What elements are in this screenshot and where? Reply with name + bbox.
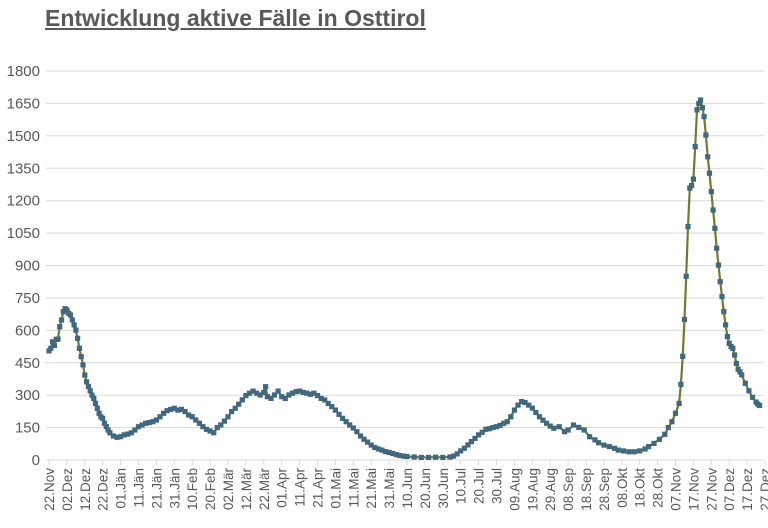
- svg-text:31.Jän: 31.Jän: [167, 468, 182, 509]
- svg-text:28.Okt: 28.Okt: [651, 468, 666, 508]
- svg-text:10.Feb: 10.Feb: [185, 468, 200, 510]
- y-axis-labels: 0 150 300 450 600 750 900 1050 1200 1350 1500 1650 1…: [7, 63, 40, 469]
- svg-text:31.Mai: 31.Mai: [382, 468, 397, 509]
- svg-text:22.Nov: 22.Nov: [42, 468, 57, 511]
- x-axis-labels: 22.Nov 02.Dez 12.Dez 22.Dez 01.Jän 11.Jän 21.J…: [42, 468, 768, 511]
- svg-text:18.Sep: 18.Sep: [579, 468, 594, 511]
- svg-text:08.Okt: 08.Okt: [615, 468, 630, 508]
- svg-text:01.Mai: 01.Mai: [328, 468, 343, 509]
- gridlines: [46, 70, 764, 461]
- svg-text:1650: 1650: [7, 95, 40, 112]
- svg-text:28.Sep: 28.Sep: [597, 468, 612, 511]
- svg-text:07.Dez: 07.Dez: [722, 468, 737, 511]
- svg-text:450: 450: [15, 355, 40, 372]
- svg-text:30.Jul: 30.Jul: [490, 468, 505, 504]
- svg-text:27.Dez: 27.Dez: [758, 468, 768, 511]
- svg-text:19.Aug: 19.Aug: [525, 468, 540, 511]
- svg-text:150: 150: [15, 420, 40, 437]
- svg-text:900: 900: [15, 258, 40, 275]
- svg-text:21.Apr: 21.Apr: [311, 468, 326, 508]
- svg-text:1050: 1050: [7, 225, 40, 242]
- svg-text:300: 300: [15, 387, 40, 404]
- svg-text:1800: 1800: [7, 63, 40, 80]
- series-line: [48, 98, 761, 459]
- svg-text:01.Jän: 01.Jän: [114, 468, 129, 509]
- x-axis-ticks: [48, 460, 766, 465]
- svg-text:07.Nov: 07.Nov: [669, 468, 684, 511]
- svg-text:17.Nov: 17.Nov: [686, 468, 701, 511]
- svg-text:750: 750: [15, 290, 40, 307]
- series-markers: [46, 97, 763, 460]
- svg-text:20.Jun: 20.Jun: [418, 468, 433, 509]
- svg-text:0: 0: [32, 452, 40, 469]
- svg-text:02.Dez: 02.Dez: [60, 468, 75, 511]
- svg-text:1200: 1200: [7, 193, 40, 210]
- svg-text:21.Jän: 21.Jän: [149, 468, 164, 509]
- svg-text:21.Mai: 21.Mai: [364, 468, 379, 509]
- svg-text:10.Jul: 10.Jul: [454, 468, 469, 504]
- svg-text:27.Nov: 27.Nov: [704, 468, 719, 511]
- svg-text:09.Aug: 09.Aug: [507, 468, 522, 511]
- svg-text:29.Aug: 29.Aug: [543, 468, 558, 511]
- svg-text:12.Dez: 12.Dez: [78, 468, 93, 511]
- svg-text:10.Jun: 10.Jun: [400, 468, 415, 509]
- svg-text:17.Dez: 17.Dez: [740, 468, 755, 511]
- svg-text:11.Jän: 11.Jän: [132, 468, 147, 508]
- svg-text:18.Okt: 18.Okt: [633, 468, 648, 508]
- svg-text:08.Sep: 08.Sep: [561, 468, 576, 511]
- chart-title: Entwicklung aktive Fälle in Osttirol: [45, 5, 426, 31]
- svg-text:1500: 1500: [7, 128, 40, 145]
- svg-text:11.Mai: 11.Mai: [346, 468, 361, 508]
- svg-text:1350: 1350: [7, 160, 40, 177]
- svg-text:22.Dez: 22.Dez: [96, 468, 111, 511]
- svg-text:22.Mär: 22.Mär: [257, 468, 272, 511]
- svg-text:11.Apr: 11.Apr: [293, 468, 308, 507]
- svg-text:01.Apr: 01.Apr: [275, 468, 290, 508]
- svg-text:20.Feb: 20.Feb: [203, 468, 218, 510]
- svg-text:02.Mär: 02.Mär: [221, 468, 236, 511]
- svg-text:600: 600: [15, 322, 40, 339]
- svg-text:20.Jul: 20.Jul: [472, 468, 487, 504]
- svg-text:30.Jun: 30.Jun: [436, 468, 451, 509]
- svg-text:12.Mär: 12.Mär: [239, 468, 254, 511]
